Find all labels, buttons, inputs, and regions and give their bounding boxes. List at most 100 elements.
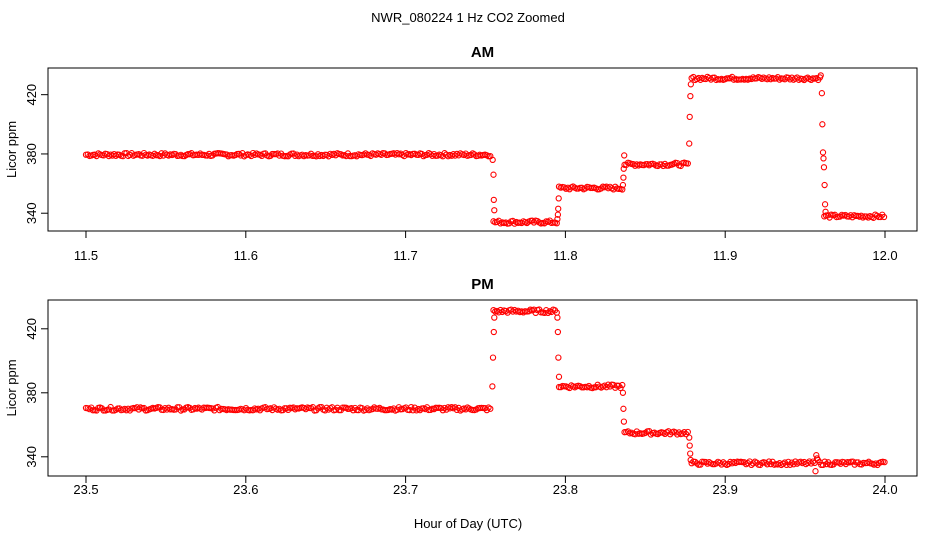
data-point: [448, 152, 455, 159]
x-tick-label: 23.6: [233, 482, 258, 497]
panel-am: AM Licor ppm 11.5 11.6 11.7 11.8 11.9 12.0 340 38…: [4, 44, 918, 263]
data-point: [490, 171, 497, 178]
panel-title: AM: [471, 44, 494, 61]
data-point: [554, 328, 562, 336]
data-point: [819, 149, 827, 156]
data-point: [544, 309, 552, 317]
data-point: [808, 460, 815, 467]
data-point: [821, 181, 828, 189]
data-point: [679, 430, 686, 437]
data-point: [555, 354, 562, 361]
data-point: [376, 404, 383, 412]
data-point: [820, 164, 828, 171]
data-point: [620, 418, 628, 425]
data-point: [813, 75, 820, 82]
data-point: [819, 461, 827, 468]
data-point: [555, 205, 562, 212]
series-points: [82, 72, 888, 227]
data-point: [402, 149, 410, 157]
data-point: [554, 211, 562, 218]
data-point: [817, 72, 824, 79]
panel-pm: PM Licor ppm 23.5 23.6 23.7 23.8 23.9 24.0 340 38…: [4, 276, 918, 497]
x-tick-label: 24.0: [872, 482, 897, 497]
data-point: [684, 160, 691, 167]
data-point: [687, 456, 694, 464]
y-tick-label: 420: [24, 318, 39, 340]
data-point: [808, 76, 815, 84]
data-point: [487, 405, 494, 412]
data-point: [818, 90, 826, 97]
data-point: [598, 185, 605, 192]
data-point: [555, 195, 562, 202]
data-point: [814, 456, 822, 464]
data-point: [451, 152, 459, 159]
data-point: [553, 220, 560, 227]
data-point: [642, 429, 649, 436]
data-point: [785, 74, 792, 81]
x-tick-label: 12.0: [872, 248, 897, 263]
data-point: [541, 220, 548, 227]
data-point: [489, 383, 496, 390]
data-point: [619, 389, 627, 396]
x-tick-label: 11.7: [393, 248, 417, 263]
data-point: [821, 201, 829, 208]
data-point: [491, 207, 498, 214]
data-point: [686, 442, 693, 449]
data-point: [619, 381, 626, 389]
series-points: [82, 306, 888, 475]
data-point: [165, 404, 172, 411]
data-point: [151, 150, 158, 157]
data-point: [107, 403, 114, 411]
data-point: [489, 354, 497, 361]
data-point: [105, 152, 112, 160]
y-tick-label: 380: [24, 382, 39, 404]
data-point: [820, 155, 827, 162]
figure-title: NWR_080224 1 Hz CO2 Zoomed: [371, 10, 565, 25]
data-point: [554, 215, 561, 223]
data-point: [313, 407, 320, 414]
data-point: [511, 306, 518, 314]
x-tick-label: 23.5: [73, 482, 98, 497]
data-point: [686, 140, 693, 147]
data-point: [507, 306, 515, 313]
data-point: [865, 458, 872, 465]
data-point: [408, 403, 415, 411]
data-point: [842, 460, 849, 468]
y-tick-label: 380: [24, 143, 39, 165]
data-point: [235, 150, 243, 158]
chart-panels: AM Licor ppm 11.5 11.6 11.7 11.8 11.9 12.0 340 38…: [4, 44, 918, 497]
data-point: [561, 184, 568, 191]
y-tick-label: 340: [24, 202, 39, 224]
data-point: [812, 468, 819, 475]
data-point: [687, 93, 694, 100]
y-axis-label: Licor ppm: [4, 121, 19, 178]
data-point: [314, 151, 322, 158]
data-point: [198, 406, 206, 413]
data-point: [619, 181, 627, 189]
x-tick-label: 23.9: [713, 482, 738, 497]
data-point: [686, 434, 693, 441]
data-point: [555, 373, 563, 380]
data-point: [819, 121, 826, 128]
data-point: [491, 314, 498, 321]
x-tick-label: 23.7: [393, 482, 418, 497]
x-tick-label: 23.8: [553, 482, 578, 497]
y-axis-label: Licor ppm: [4, 359, 19, 416]
data-point: [490, 328, 497, 336]
data-point: [687, 450, 694, 457]
data-point: [684, 428, 691, 436]
data-point: [620, 174, 627, 181]
x-tick-label: 11.6: [234, 248, 258, 263]
data-point: [783, 461, 790, 469]
y-tick-label: 420: [24, 84, 39, 106]
data-point: [490, 196, 497, 204]
data-point: [686, 113, 693, 121]
data-point: [214, 403, 221, 411]
data-point: [881, 458, 888, 466]
data-point: [620, 405, 627, 412]
plot-frame: [47, 67, 918, 232]
data-point: [621, 152, 628, 159]
x-tick-label: 11.8: [553, 248, 577, 263]
data-point: [619, 186, 626, 193]
